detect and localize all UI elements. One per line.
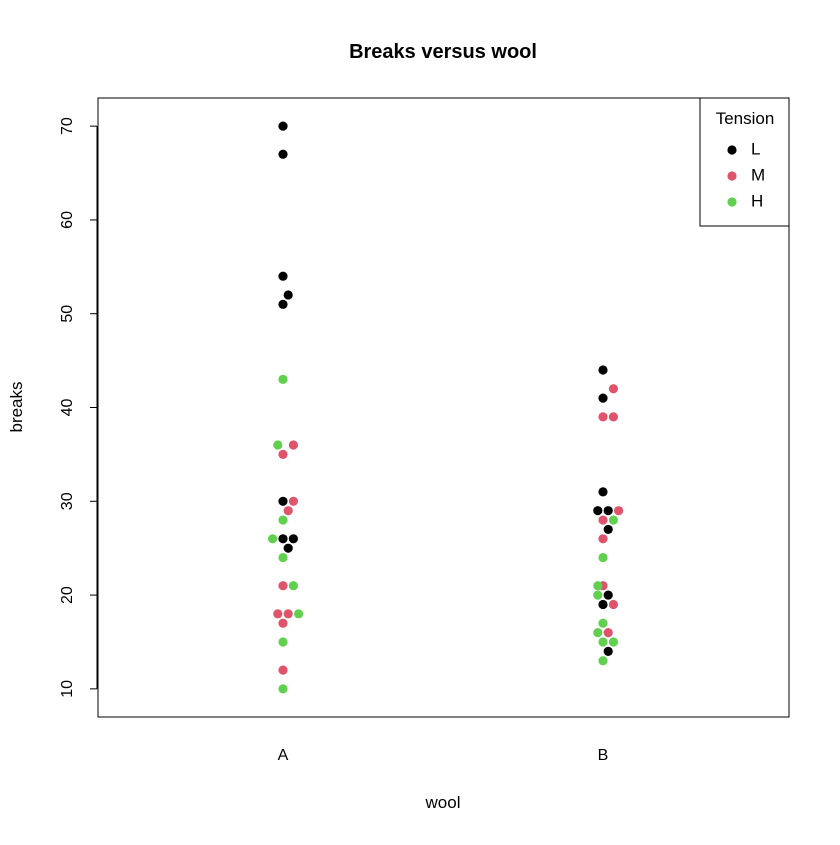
data-point <box>278 534 288 544</box>
data-point <box>288 534 298 544</box>
data-point <box>278 581 288 591</box>
series-M <box>273 384 624 675</box>
data-point <box>278 515 288 525</box>
data-point <box>593 627 603 638</box>
data-point <box>598 515 608 525</box>
data-point <box>608 637 619 647</box>
data-point <box>608 384 619 394</box>
data-point <box>288 496 298 506</box>
data-point <box>278 496 288 506</box>
data-point <box>278 121 288 131</box>
legend-title: Tension <box>716 109 775 128</box>
legend: Tension LMH <box>699 97 790 227</box>
legend-label: M <box>751 165 765 184</box>
points-layer <box>268 121 624 694</box>
data-point <box>598 656 608 666</box>
legend-marker <box>727 171 737 181</box>
x-tick-label: A <box>278 747 289 764</box>
legend-marker <box>727 197 737 207</box>
data-point <box>278 552 288 563</box>
data-point <box>598 552 608 563</box>
data-point <box>268 534 278 544</box>
data-point <box>598 365 608 375</box>
data-point <box>278 684 288 694</box>
data-point <box>598 637 608 647</box>
data-point <box>603 590 613 600</box>
data-point <box>283 609 293 619</box>
data-point <box>598 534 608 544</box>
data-point <box>278 149 288 159</box>
data-point <box>608 515 619 525</box>
data-point <box>593 590 603 600</box>
data-point <box>278 618 288 628</box>
y-tick-label: 10 <box>59 680 76 698</box>
axes-layer: 10 20 30 40 50 60 70 A B <box>59 117 608 764</box>
data-point <box>283 290 293 300</box>
data-point <box>603 506 613 516</box>
data-point <box>278 665 288 675</box>
data-point <box>278 449 288 459</box>
y-tick-label: 50 <box>59 305 76 323</box>
data-point <box>598 487 608 497</box>
x-tick-label: B <box>598 747 609 764</box>
data-point <box>294 609 304 619</box>
legend-label: H <box>751 191 763 210</box>
y-tick-label: 30 <box>59 492 76 510</box>
y-tick-label: 60 <box>59 211 76 229</box>
y-axis-label: breaks <box>7 381 26 432</box>
data-point <box>278 637 288 647</box>
data-point <box>288 440 298 450</box>
legend-box <box>699 97 790 227</box>
data-point <box>593 581 603 591</box>
plot-frame <box>97 97 790 718</box>
data-point <box>598 412 608 422</box>
data-point <box>598 618 608 628</box>
y-tick-label: 20 <box>59 586 76 604</box>
data-point <box>283 506 293 516</box>
series-H <box>268 374 619 694</box>
data-point <box>288 581 298 591</box>
legend-label: L <box>751 139 760 158</box>
data-point <box>273 609 283 619</box>
data-point <box>608 412 619 422</box>
chart-title: Breaks versus wool <box>349 41 537 63</box>
data-point <box>273 440 283 450</box>
data-point <box>598 393 608 403</box>
data-point <box>278 299 288 309</box>
x-axis-label: wool <box>425 793 461 812</box>
data-point <box>603 646 613 656</box>
legend-marker <box>727 145 737 155</box>
data-point <box>608 599 619 610</box>
y-tick-label: 40 <box>59 399 76 417</box>
data-point <box>603 524 613 535</box>
series-L <box>278 121 613 656</box>
data-point <box>278 374 288 384</box>
data-point <box>603 627 613 638</box>
data-point <box>598 599 608 610</box>
data-point <box>593 506 603 516</box>
data-point <box>278 271 288 281</box>
data-point <box>283 543 293 553</box>
y-tick-label: 70 <box>59 117 76 135</box>
data-point <box>614 506 624 516</box>
